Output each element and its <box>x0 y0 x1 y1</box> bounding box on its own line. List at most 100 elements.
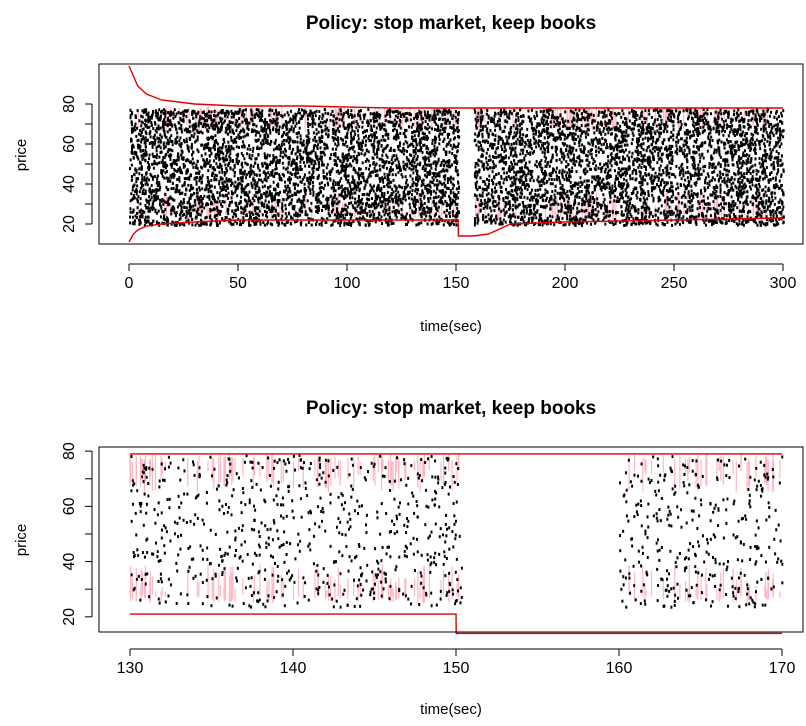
order-point <box>170 165 173 169</box>
order-point <box>405 128 408 132</box>
order-point <box>707 174 710 178</box>
order-point <box>201 196 204 200</box>
order-point <box>629 177 632 181</box>
order-point <box>698 153 701 157</box>
order-point <box>299 149 302 153</box>
order-point <box>296 168 299 172</box>
order-point <box>485 151 488 155</box>
order-point <box>420 200 423 204</box>
order-point <box>475 194 478 198</box>
order-point <box>198 170 201 174</box>
order-point <box>735 193 738 197</box>
order-point <box>324 124 327 128</box>
order-point <box>431 127 434 131</box>
order-point <box>631 203 634 207</box>
order-point <box>514 120 517 124</box>
order-point <box>240 178 243 182</box>
order-point <box>481 128 484 132</box>
order-point <box>634 158 637 162</box>
order-point <box>620 173 623 177</box>
order-point <box>317 167 320 171</box>
order-point <box>134 214 137 218</box>
order-point <box>511 214 514 218</box>
order-point <box>224 126 227 130</box>
order-point <box>416 121 419 125</box>
order-point <box>689 130 692 134</box>
order-point <box>535 160 538 164</box>
order-point <box>324 111 327 115</box>
order-point <box>281 115 284 119</box>
order-point <box>663 223 666 227</box>
order-point <box>714 212 717 216</box>
order-point <box>724 158 727 162</box>
order-point <box>758 182 761 186</box>
order-point <box>372 170 375 174</box>
order-point <box>454 168 457 172</box>
order-point <box>373 201 376 205</box>
order-point <box>363 209 366 213</box>
order-point <box>169 174 172 178</box>
order-point <box>569 214 572 218</box>
order-point <box>710 135 713 139</box>
order-point <box>500 209 503 213</box>
order-point <box>490 193 493 197</box>
order-point <box>642 201 645 205</box>
order-point <box>730 117 733 121</box>
order-point <box>378 164 381 168</box>
order-point <box>628 150 631 154</box>
order-point <box>572 206 575 210</box>
order-point <box>437 195 440 199</box>
order-point <box>555 218 558 222</box>
order-point <box>749 148 752 152</box>
order-point <box>665 182 668 186</box>
order-point <box>292 127 295 131</box>
order-point <box>618 145 621 149</box>
order-point <box>737 108 740 112</box>
order-point <box>519 152 522 156</box>
order-point <box>777 155 780 159</box>
order-point <box>246 183 249 187</box>
order-point <box>715 210 718 214</box>
order-point <box>477 140 480 144</box>
order-point <box>192 161 195 165</box>
order-point <box>726 123 729 127</box>
order-point <box>566 206 569 210</box>
order-point <box>317 143 320 147</box>
order-point <box>519 132 522 136</box>
order-point <box>442 139 445 143</box>
order-point <box>337 221 340 225</box>
order-point <box>553 198 556 202</box>
order-point <box>566 194 569 198</box>
order-point <box>426 110 429 114</box>
order-point <box>409 216 412 220</box>
order-point <box>657 137 660 141</box>
order-point <box>336 127 339 131</box>
order-point <box>572 132 575 136</box>
order-point <box>491 195 494 199</box>
order-point <box>537 223 540 227</box>
order-point <box>518 166 521 170</box>
order-point <box>423 194 426 198</box>
order-point <box>731 146 734 150</box>
order-point <box>715 148 718 152</box>
order-point <box>138 132 141 136</box>
order-point <box>768 154 771 158</box>
order-point <box>270 119 273 123</box>
order-point <box>216 113 219 117</box>
order-point <box>236 184 239 188</box>
order-point <box>588 203 591 207</box>
order-point <box>605 142 608 146</box>
order-point <box>367 167 370 171</box>
order-point <box>763 154 766 158</box>
order-point <box>481 194 484 198</box>
order-point <box>751 196 754 200</box>
order-point <box>510 112 513 116</box>
order-point <box>626 154 629 158</box>
order-point <box>350 201 353 205</box>
order-point <box>243 172 246 176</box>
order-point <box>772 223 775 227</box>
order-point <box>742 190 745 194</box>
order-point <box>216 142 219 146</box>
order-point <box>537 144 540 148</box>
order-point <box>225 128 228 132</box>
